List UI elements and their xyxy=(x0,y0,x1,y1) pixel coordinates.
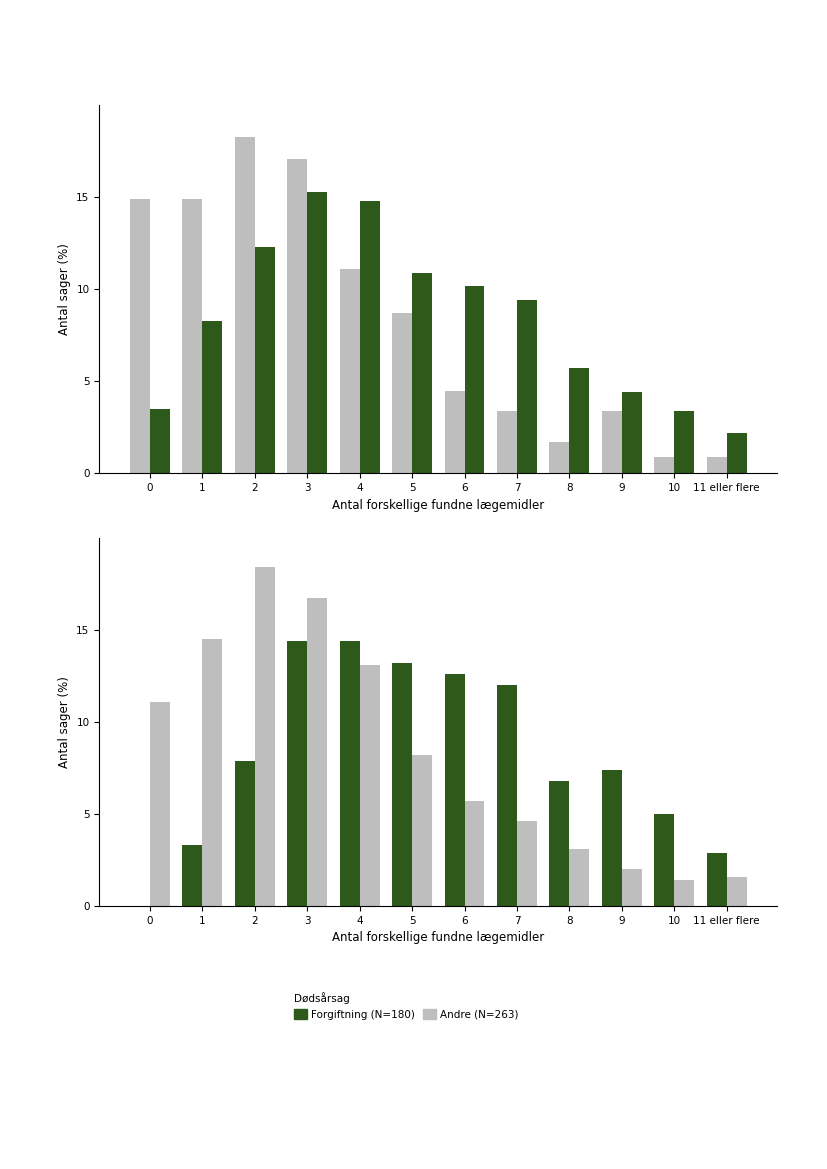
Bar xyxy=(360,201,380,473)
Bar xyxy=(445,675,465,906)
Bar xyxy=(445,390,465,473)
Bar xyxy=(203,639,222,906)
Bar xyxy=(569,368,590,473)
Bar xyxy=(674,410,694,473)
Bar xyxy=(549,781,569,906)
Bar xyxy=(727,877,747,906)
Bar xyxy=(340,641,360,906)
Bar xyxy=(150,701,170,906)
Bar xyxy=(255,567,275,906)
Bar xyxy=(308,192,327,473)
Bar xyxy=(412,755,432,906)
Bar xyxy=(497,685,517,906)
Bar xyxy=(183,845,203,906)
Bar xyxy=(465,801,485,906)
Bar xyxy=(707,457,727,473)
Bar xyxy=(602,769,622,906)
Bar xyxy=(622,393,642,473)
Bar xyxy=(308,599,327,906)
Y-axis label: Antal sager (%): Antal sager (%) xyxy=(58,243,71,336)
Bar xyxy=(235,761,255,906)
Bar xyxy=(412,272,432,473)
Bar xyxy=(287,159,308,473)
Bar xyxy=(549,442,569,473)
Bar xyxy=(517,822,537,906)
Legend: Nej (N=116), Ja (N=327): Nej (N=116), Ja (N=327) xyxy=(294,560,457,586)
Bar xyxy=(360,665,380,906)
X-axis label: Antal forskellige fundne lægemidler: Antal forskellige fundne lægemidler xyxy=(332,499,544,512)
Bar xyxy=(392,313,412,473)
Bar xyxy=(707,852,727,906)
Bar xyxy=(183,199,203,473)
Bar xyxy=(235,137,255,473)
Bar xyxy=(340,269,360,473)
Bar xyxy=(497,410,517,473)
Bar xyxy=(517,300,537,473)
Bar xyxy=(622,869,642,906)
Bar xyxy=(654,457,674,473)
Bar xyxy=(392,663,412,906)
Bar xyxy=(287,641,308,906)
Bar xyxy=(602,410,622,473)
X-axis label: Antal forskellige fundne lægemidler: Antal forskellige fundne lægemidler xyxy=(332,932,544,945)
Bar xyxy=(130,199,150,473)
Bar xyxy=(465,285,485,473)
Bar xyxy=(674,880,694,906)
Bar xyxy=(255,247,275,473)
Bar xyxy=(569,849,590,906)
Bar xyxy=(654,814,674,906)
Bar xyxy=(203,320,222,473)
Bar xyxy=(150,409,170,473)
Bar xyxy=(727,433,747,473)
Y-axis label: Antal sager (%): Antal sager (%) xyxy=(58,676,71,768)
Legend: Forgiftning (N=180), Andre (N=263): Forgiftning (N=180), Andre (N=263) xyxy=(294,992,519,1019)
